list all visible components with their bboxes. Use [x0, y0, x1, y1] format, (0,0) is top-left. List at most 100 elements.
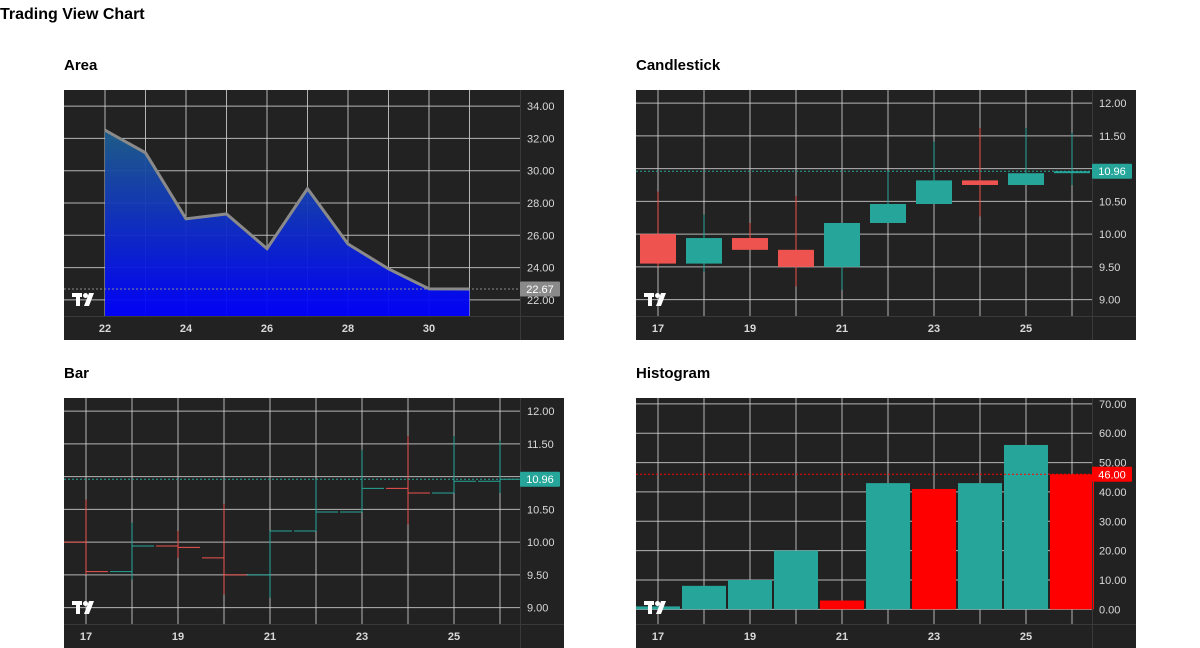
- y-tick-label: 40.00: [1099, 487, 1127, 499]
- histogram-bar: [774, 550, 818, 610]
- candle-body: [732, 238, 768, 250]
- bar-chart-svg[interactable]: 12.0011.5011.0010.5010.009.509.001719212…: [64, 398, 564, 648]
- y-tick-label: 10.00: [527, 537, 555, 549]
- histogram-bar: [1050, 474, 1094, 610]
- y-tick-label: 20.00: [1099, 546, 1127, 558]
- y-tick-label: 32.00: [527, 133, 555, 145]
- bar-chart[interactable]: 12.0011.5011.0010.5010.009.509.001719212…: [64, 398, 564, 648]
- x-tick-label: 21: [836, 631, 848, 643]
- area-line: [104, 128, 470, 291]
- histogram-bar: [682, 585, 726, 610]
- last-value-badge: 10.96: [520, 471, 560, 487]
- x-axis: 17 19 21 23 25: [652, 631, 1032, 643]
- last-value-label: 10.96: [526, 474, 554, 486]
- x-tick-label: 19: [744, 323, 756, 335]
- x-tick-label: 25: [448, 631, 460, 643]
- x-tick-label: 21: [264, 631, 276, 643]
- y-tick-label: 9.50: [1099, 262, 1120, 274]
- y-axis: 70.00 60.00 50.00 40.00 30.00 20.00 10.00 0.00: [1099, 399, 1127, 616]
- area-fill: [105, 130, 470, 316]
- histogram-bar: [820, 600, 864, 610]
- last-value-label: 46.00: [1098, 469, 1126, 481]
- histogram-bar: [958, 483, 1002, 610]
- tradingview-logo-icon: [644, 293, 666, 306]
- last-value-badge: 10.96: [1092, 163, 1132, 179]
- x-tick-label: 23: [928, 323, 940, 335]
- bar-chart-title: Bar: [64, 365, 90, 382]
- area-chart[interactable]: 34.00 32.00 30.00 28.00 26.00 24.00 22.00 22 24 2…: [64, 90, 564, 340]
- candle-body: [916, 180, 952, 204]
- y-tick-label: 34.00: [527, 101, 555, 113]
- histogram-bar: [636, 606, 680, 610]
- y-tick-label: 60.00: [1099, 428, 1127, 440]
- x-tick-label: 28: [342, 323, 354, 335]
- x-tick-label: 25: [1020, 323, 1032, 335]
- x-axis: 22 24 26 28 30: [99, 323, 435, 335]
- last-value-badge: 22.67: [520, 281, 560, 297]
- y-tick-label: 12.00: [1099, 98, 1127, 110]
- candle-body: [686, 238, 722, 264]
- last-value-label: 22.67: [526, 284, 554, 296]
- x-axis: 17 19 21 23 25: [80, 631, 460, 643]
- candle-body: [1054, 171, 1090, 174]
- page-title: Trading View Chart: [0, 6, 145, 23]
- series: [640, 127, 1090, 290]
- last-value-badge-bg: [520, 281, 560, 297]
- y-tick-label: 12.00: [527, 406, 555, 418]
- x-axis: 17 19 21 23 25: [652, 323, 1032, 335]
- last-value-badge-bg: [520, 471, 560, 487]
- last-value-badge-bg: [1092, 163, 1132, 179]
- histogram-chart[interactable]: 70.00 60.00 50.00 40.00 30.00 20.00 10.00 0.00 1…: [636, 398, 1136, 648]
- grid: [64, 398, 520, 624]
- x-tick-label: 19: [172, 631, 184, 643]
- histogram-bar: [912, 488, 956, 610]
- candle-body: [640, 234, 676, 264]
- y-tick-label: 30.00: [527, 166, 555, 178]
- candle-body: [962, 180, 998, 185]
- x-tick-label: 17: [652, 631, 664, 643]
- histogram-chart-svg[interactable]: 70.00 60.00 50.00 40.00 30.00 20.00 10.00 0.00 1…: [636, 398, 1136, 648]
- x-tick-label: 17: [80, 631, 92, 643]
- y-tick-label: 9.00: [527, 603, 548, 615]
- candlestick-chart-title: Candlestick: [636, 57, 721, 74]
- y-tick-label: 30.00: [1099, 516, 1127, 528]
- y-tick-label: 10.50: [527, 504, 555, 516]
- x-tick-label: 25: [1020, 631, 1032, 643]
- histogram-chart-title: Histogram: [636, 365, 711, 382]
- y-tick-label: 10.00: [1099, 229, 1127, 241]
- candlestick-chart[interactable]: 12.0011.5011.0010.5010.009.509.001719212…: [636, 90, 1136, 340]
- histogram-bar: [1004, 444, 1048, 610]
- y-tick-label: 0.00: [1099, 604, 1120, 616]
- x-tick-label: 23: [928, 631, 940, 643]
- candle-body: [778, 249, 814, 267]
- histogram-bar: [728, 579, 772, 610]
- series: [64, 435, 522, 598]
- y-tick-label: 24.00: [527, 263, 555, 275]
- tradingview-logo-icon: [72, 293, 94, 306]
- x-tick-label: 26: [261, 323, 273, 335]
- y-tick-label: 70.00: [1099, 399, 1127, 411]
- y-tick-label: 11.50: [527, 439, 554, 451]
- candle-body: [870, 203, 906, 223]
- y-tick-label: 22.00: [527, 295, 555, 307]
- tradingview-logo-icon: [72, 601, 94, 614]
- x-tick-label: 23: [356, 631, 368, 643]
- y-tick-label: 26.00: [527, 230, 555, 242]
- x-tick-label: 21: [836, 323, 848, 335]
- series: [636, 444, 1094, 610]
- x-tick-label: 17: [652, 323, 664, 335]
- y-tick-label: 9.00: [1099, 295, 1120, 307]
- series: [104, 128, 470, 316]
- last-value-label: 10.96: [1098, 166, 1126, 178]
- y-tick-label: 9.50: [527, 570, 548, 582]
- y-tick-label: 10.50: [1099, 196, 1127, 208]
- last-value-badge: 46.00: [1092, 466, 1132, 482]
- candlestick-chart-svg[interactable]: 12.0011.5011.0010.5010.009.509.001719212…: [636, 90, 1136, 340]
- x-tick-label: 19: [744, 631, 756, 643]
- last-value-badge-bg: [1092, 466, 1132, 482]
- x-tick-label: 24: [180, 323, 193, 335]
- tradingview-logo-icon: [644, 601, 666, 614]
- area-chart-title: Area: [64, 57, 98, 74]
